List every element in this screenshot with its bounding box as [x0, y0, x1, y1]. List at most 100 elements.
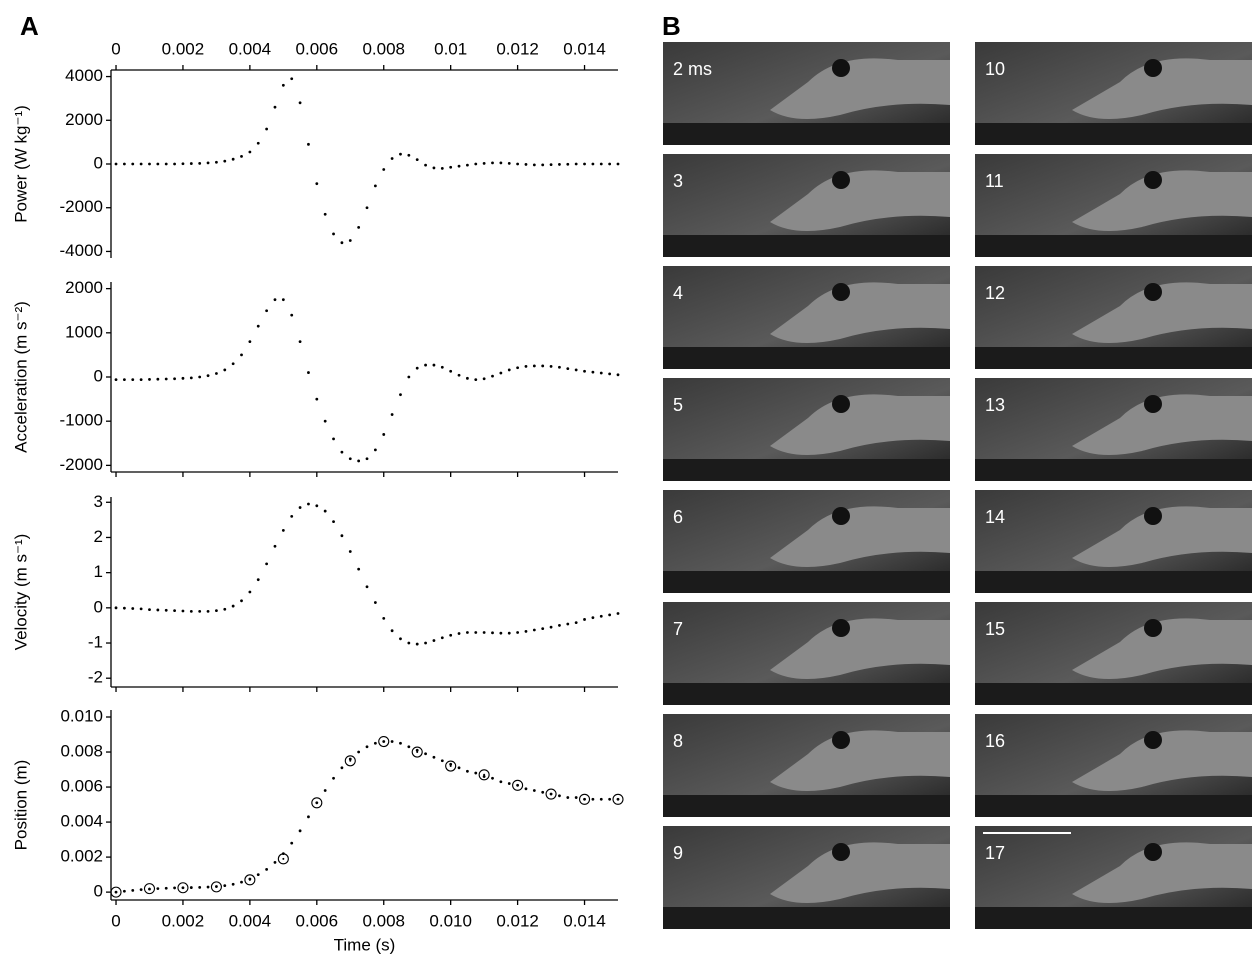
data-dot — [348, 457, 352, 461]
data-dot — [532, 628, 536, 632]
photo-floor — [975, 683, 1252, 705]
data-dot — [215, 160, 218, 164]
marker-ring — [344, 755, 356, 767]
marker-dot — [516, 784, 519, 787]
photo-floor — [975, 459, 1252, 481]
data-dot — [365, 585, 369, 589]
frame-label: 5 — [673, 395, 683, 415]
data-dot — [424, 752, 427, 756]
data-dot — [248, 340, 252, 344]
data-dot — [390, 413, 394, 416]
data-dot — [382, 433, 386, 436]
y-tick-label: 0.010 — [60, 706, 103, 725]
toad-head — [770, 394, 950, 455]
toad-eye — [1144, 59, 1162, 77]
data-dot — [122, 378, 126, 382]
data-dot — [189, 609, 193, 613]
data-dot — [432, 363, 436, 367]
data-marker — [545, 788, 557, 800]
data-dot — [265, 562, 269, 566]
data-dot — [307, 371, 310, 374]
toad-head — [1072, 506, 1252, 567]
data-dot — [482, 631, 486, 634]
data-dot — [240, 154, 243, 158]
data-dot — [616, 373, 620, 377]
data-dot — [432, 755, 436, 759]
data-dot — [290, 514, 294, 518]
toad-eye — [832, 731, 850, 749]
data-dot — [583, 162, 586, 166]
x-tick-label: 0.008 — [362, 911, 405, 930]
marker-ring — [244, 874, 256, 886]
data-dot — [432, 166, 436, 170]
data-marker — [110, 886, 122, 898]
data-dot — [156, 162, 160, 166]
data-dot — [173, 162, 176, 166]
data-dot — [256, 578, 260, 582]
x-tick-label: 0.014 — [563, 39, 606, 58]
marker-dot — [215, 885, 218, 888]
photo-frame: 10 — [975, 42, 1252, 145]
y-axis-label: Acceleration (m s⁻²) — [11, 301, 30, 453]
frame-label: 13 — [985, 395, 1005, 415]
marker-dot — [248, 878, 251, 881]
data-dot — [148, 162, 151, 166]
data-dot — [558, 624, 561, 627]
marker-dot — [416, 751, 419, 754]
data-dot — [114, 378, 118, 382]
x-tick-label: 0.002 — [162, 911, 205, 930]
photo-frame: 7 — [663, 602, 950, 705]
data-dot — [599, 162, 603, 166]
data-dot — [449, 633, 453, 637]
marker-ring — [545, 788, 557, 800]
data-dot — [407, 641, 411, 645]
y-tick-label: 0.006 — [60, 777, 103, 796]
data-dot — [482, 161, 486, 165]
data-dot — [323, 509, 327, 513]
data-dot — [332, 520, 335, 524]
data-dot — [407, 745, 411, 749]
toad-head — [1072, 842, 1252, 903]
x-tick-label: 0.004 — [229, 911, 272, 930]
data-dot — [340, 534, 344, 538]
data-dot — [181, 162, 185, 166]
data-dot — [273, 544, 277, 548]
data-dot — [482, 377, 486, 381]
data-dot — [424, 641, 427, 645]
data-dot — [223, 368, 227, 372]
data-dot — [407, 375, 411, 379]
marker-ring — [277, 853, 289, 865]
toad-head — [770, 618, 950, 679]
toad-head — [1072, 394, 1252, 455]
data-dot — [591, 370, 595, 374]
data-dot — [532, 364, 536, 368]
data-dot — [399, 741, 402, 745]
x-tick-label: 0.004 — [229, 39, 272, 58]
data-dot — [474, 771, 478, 775]
data-dot — [181, 376, 185, 380]
frame-label: 10 — [985, 59, 1005, 79]
x-tick-label: 0.006 — [296, 39, 339, 58]
marker-ring — [411, 746, 423, 758]
data-dot — [424, 363, 427, 367]
y-tick-label: 2 — [94, 527, 103, 546]
data-dot — [499, 161, 503, 165]
data-dot — [231, 362, 235, 366]
data-dot — [240, 880, 243, 884]
frame-label: 15 — [985, 619, 1005, 639]
toad-head — [1072, 730, 1252, 791]
data-dot — [139, 378, 143, 382]
data-dot — [466, 631, 469, 634]
data-dot — [298, 340, 302, 344]
data-dot — [583, 618, 586, 621]
toad-eye — [832, 59, 850, 77]
toad-eye — [832, 395, 850, 413]
photo-frame: 15 — [975, 602, 1252, 705]
data-dot — [281, 298, 285, 302]
frame-label: 17 — [985, 843, 1005, 863]
data-dot — [231, 882, 235, 886]
photo-frame: 14 — [975, 490, 1252, 593]
data-dot — [399, 152, 402, 156]
data-dot — [399, 637, 402, 641]
